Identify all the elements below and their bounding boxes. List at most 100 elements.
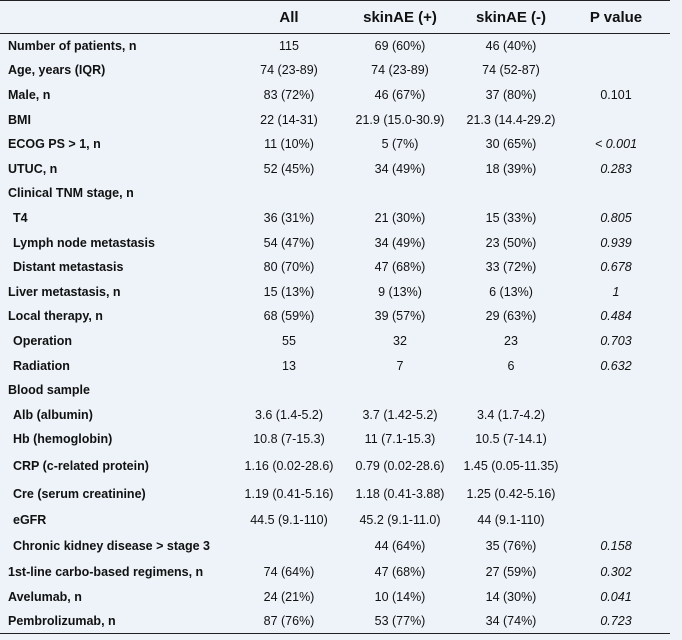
table-row: Lymph node metastasis 54 (47%) 34 (49%) … bbox=[0, 230, 670, 255]
row-label: ECOG PS > 1, n bbox=[8, 137, 101, 152]
cell-skinae-positive: 53 (77%) bbox=[340, 609, 460, 635]
table-row: Clinical TNM stage, n bbox=[0, 181, 670, 206]
cell-skinae-negative: 6 (13%) bbox=[489, 284, 533, 299]
cell-p-value: 0.158 bbox=[600, 539, 632, 554]
cell-p-value: < 0.001 bbox=[594, 137, 638, 152]
cell-p-value bbox=[562, 34, 670, 59]
cell-p-value bbox=[562, 480, 670, 508]
cell-skinae-positive: 44 (64%) bbox=[374, 539, 426, 554]
cell-all bbox=[238, 532, 340, 560]
cell-skinae-negative: 3.4 (1.7-4.2) bbox=[476, 407, 546, 422]
cell-p-value: 0.283 bbox=[600, 161, 632, 176]
cell-all: 11 (10%) bbox=[264, 137, 314, 152]
table-row: Operation 55 32 23 0.703 bbox=[0, 329, 670, 354]
row-label: Alb (albumin) bbox=[13, 407, 93, 422]
cell-skinae-positive: 34 (49%) bbox=[374, 161, 426, 176]
row-label: Male, n bbox=[8, 87, 51, 102]
characteristics-table-container: All skinAE (+) skinAE (-) P value Number… bbox=[0, 0, 670, 635]
cell-skinae-positive: 7 bbox=[396, 358, 404, 373]
cell-skinae-negative: 10.5 (7-14.1) bbox=[475, 432, 547, 447]
cell-skinae-negative: 44 (9.1-110) bbox=[477, 512, 545, 527]
cell-skinae-positive: 69 (60%) bbox=[374, 39, 426, 54]
cell-skinae-positive: 32 bbox=[393, 333, 407, 348]
cell-skinae-negative: 23 bbox=[504, 333, 518, 348]
cell-all: 3.6 (1.4-5.2) bbox=[254, 407, 324, 422]
table-row: Male, n 83 (72%) 46 (67%) 37 (80%) 0.101 bbox=[0, 83, 670, 108]
cell-skinae-positive: 5 (7%) bbox=[381, 137, 419, 152]
cell-all: 83 (72%) bbox=[263, 87, 315, 102]
cell-p-value bbox=[562, 452, 670, 480]
table-row: Alb (albumin) 3.6 (1.4-5.2) 3.7 (1.42-5.… bbox=[0, 402, 670, 427]
cell-p-value: 0.703 bbox=[600, 333, 632, 348]
cell-all: 10.8 (7-15.3) bbox=[253, 432, 325, 447]
cell-skinae-negative: 1.25 (0.42-5.16) bbox=[466, 486, 556, 501]
header-label-cell bbox=[0, 0, 238, 34]
patient-characteristics-table: All skinAE (+) skinAE (-) P value Number… bbox=[0, 0, 670, 635]
table-body: Number of patients, n 115 69 (60%) 46 (4… bbox=[0, 34, 670, 635]
cell-p-value bbox=[562, 378, 670, 403]
cell-p-value: 0.632 bbox=[600, 358, 632, 373]
header-row: All skinAE (+) skinAE (-) P value bbox=[0, 0, 670, 34]
cell-skinae-negative: 35 (76%) bbox=[485, 539, 537, 554]
cell-p-value bbox=[562, 181, 670, 206]
cell-skinae-negative bbox=[460, 181, 562, 206]
cell-skinae-positive: 10 (14%) bbox=[374, 590, 426, 605]
table-row: Distant metastasis 80 (70%) 47 (68%) 33 … bbox=[0, 255, 670, 280]
cell-skinae-positive: 47 (68%) bbox=[374, 565, 426, 580]
cell-p-value: 0.302 bbox=[600, 565, 632, 580]
cell-all: 80 (70%) bbox=[263, 260, 315, 275]
cell-skinae-negative: 21.3 (14.4-29.2) bbox=[466, 112, 556, 127]
cell-p-value: 0.484 bbox=[600, 309, 632, 324]
cell-all: 87 (76%) bbox=[238, 609, 340, 635]
table-row: Cre (serum creatinine) 1.19 (0.41-5.16) … bbox=[0, 480, 670, 508]
cell-all: 52 (45%) bbox=[263, 161, 315, 176]
cell-skinae-positive: 45.2 (9.1-11.0) bbox=[359, 512, 441, 527]
cell-skinae-negative: 74 (52-87) bbox=[482, 63, 540, 78]
cell-all: 55 bbox=[282, 333, 296, 348]
header-all: All bbox=[238, 0, 340, 34]
cell-p-value: 0.939 bbox=[600, 235, 632, 250]
table-row: Number of patients, n 115 69 (60%) 46 (4… bbox=[0, 34, 670, 59]
table-row: ECOG PS > 1, n 11 (10%) 5 (7%) 30 (65%) … bbox=[0, 132, 670, 157]
row-label: 1st-line carbo-based regimens, n bbox=[8, 565, 204, 580]
table-row: 1st-line carbo-based regimens, n 74 (64%… bbox=[0, 560, 670, 585]
cell-p-value: 1 bbox=[612, 284, 620, 299]
table-row: Age, years (IQR) 74 (23-89) 74 (23-89) 7… bbox=[0, 58, 670, 83]
cell-p-value: 0.101 bbox=[600, 87, 632, 102]
cell-skinae-negative: 14 (30%) bbox=[485, 590, 537, 605]
cell-p-value: 0.805 bbox=[600, 210, 632, 225]
section-label: Blood sample bbox=[8, 383, 90, 398]
table-row: Liver metastasis, n 15 (13%) 9 (13%) 6 (… bbox=[0, 279, 670, 304]
cell-all: 115 bbox=[279, 39, 299, 54]
header-skinae-negative: skinAE (-) bbox=[460, 0, 562, 34]
table-row: Local therapy, n 68 (59%) 39 (57%) 29 (6… bbox=[0, 304, 670, 329]
cell-all bbox=[238, 378, 340, 403]
cell-all: 22 (14-31) bbox=[260, 112, 318, 127]
cell-p-value bbox=[562, 402, 670, 427]
table-row: Radiation 13 7 6 0.632 bbox=[0, 353, 670, 378]
cell-skinae-positive: 9 (13%) bbox=[378, 284, 422, 299]
cell-skinae-negative: 33 (72%) bbox=[485, 260, 537, 275]
cell-skinae-negative: 15 (33%) bbox=[485, 210, 537, 225]
cell-all: 1.16 (0.02-28.6) bbox=[244, 458, 334, 473]
cell-all: 68 (59%) bbox=[263, 309, 315, 324]
row-label: Distant metastasis bbox=[13, 260, 124, 275]
header-p-value: P value bbox=[562, 0, 670, 34]
cell-skinae-negative bbox=[460, 378, 562, 403]
cell-p-value bbox=[562, 427, 670, 452]
table-row: T4 36 (31%) 21 (30%) 15 (33%) 0.805 bbox=[0, 206, 670, 231]
table-header: All skinAE (+) skinAE (-) P value bbox=[0, 0, 670, 34]
row-label: UTUC, n bbox=[8, 161, 58, 176]
cell-all: 54 (47%) bbox=[263, 235, 315, 250]
cell-skinae-positive: 39 (57%) bbox=[374, 309, 426, 324]
cell-all: 74 (23-89) bbox=[260, 63, 318, 78]
row-label: Liver metastasis, n bbox=[8, 284, 121, 299]
row-label: Lymph node metastasis bbox=[13, 235, 155, 250]
cell-skinae-negative: 29 (63%) bbox=[485, 309, 537, 324]
table-row: UTUC, n 52 (45%) 34 (49%) 18 (39%) 0.283 bbox=[0, 156, 670, 181]
row-label: Pembrolizumab, n bbox=[0, 609, 238, 635]
cell-skinae-positive: 74 (23-89) bbox=[371, 63, 429, 78]
cell-skinae-positive: 46 (67%) bbox=[374, 87, 426, 102]
cell-skinae-positive: 1.18 (0.41-3.88) bbox=[355, 486, 445, 501]
cell-skinae-positive: 21 (30%) bbox=[374, 210, 426, 225]
